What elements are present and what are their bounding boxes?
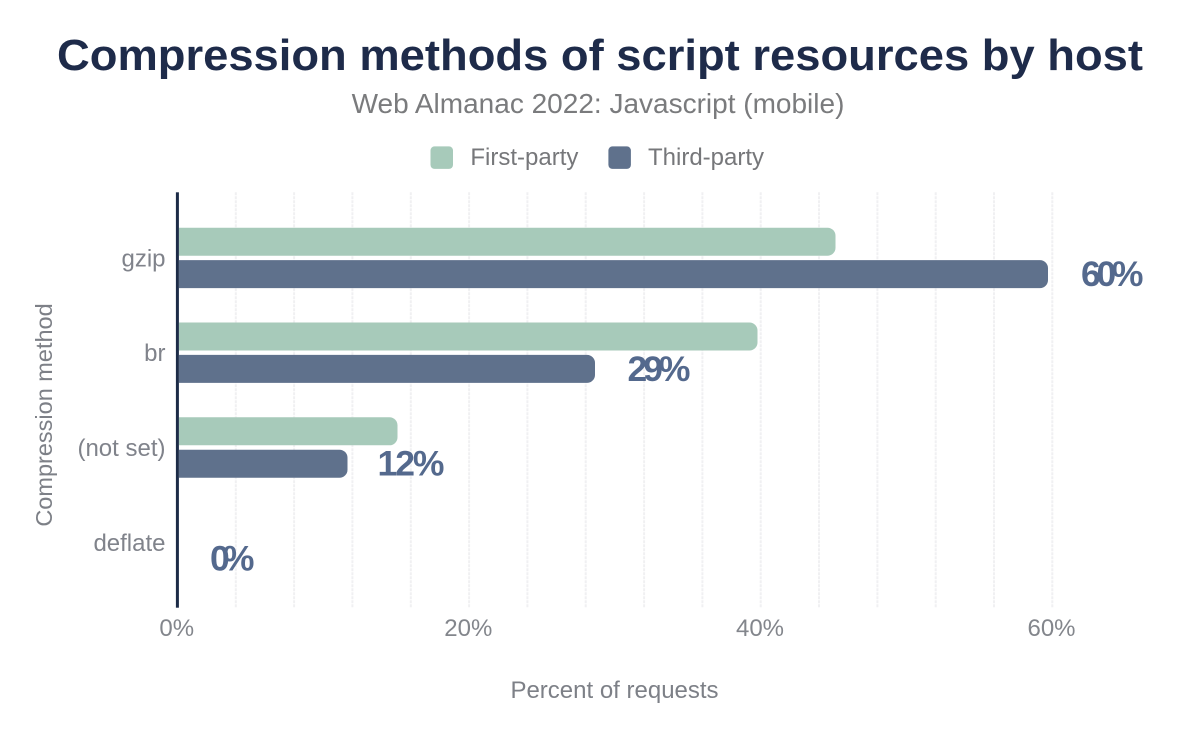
svg-text:60%: 60%: [1081, 254, 1144, 294]
svg-text:Percent of requests: Percent of requests: [510, 677, 718, 704]
svg-text:60%: 60%: [1027, 615, 1075, 642]
svg-text:First-party: First-party: [470, 144, 578, 171]
svg-text:Third-party: Third-party: [648, 144, 764, 171]
svg-text:gzip: gzip: [121, 245, 165, 272]
svg-text:29%: 29%: [628, 349, 691, 389]
svg-text:Web Almanac 2022: Javascript (: Web Almanac 2022: Javascript (mobile): [352, 88, 845, 119]
svg-text:40%: 40%: [736, 615, 784, 642]
svg-text:(not set): (not set): [77, 435, 165, 462]
svg-text:Compression methods of script: Compression methods of script resources …: [57, 31, 1143, 80]
svg-text:0%: 0%: [210, 538, 255, 578]
svg-text:Compression method: Compression method: [31, 303, 57, 526]
svg-text:0%: 0%: [159, 615, 194, 642]
svg-text:deflate: deflate: [93, 530, 165, 557]
svg-text:12%: 12%: [378, 444, 445, 484]
svg-text:br: br: [144, 340, 165, 367]
svg-text:20%: 20%: [444, 615, 492, 642]
